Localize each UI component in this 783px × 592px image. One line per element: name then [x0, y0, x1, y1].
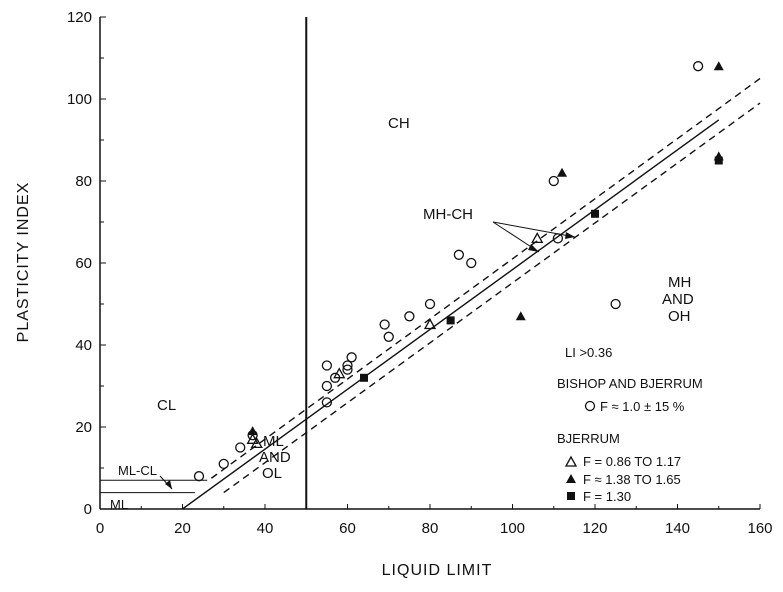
x-tick-label: 140 — [665, 520, 690, 537]
li-annotation: LI >0.36 — [565, 345, 612, 360]
data-point-circle — [692, 61, 704, 72]
data-point-circle — [453, 249, 465, 260]
a-line-upper-dashed — [210, 77, 761, 479]
mh-ch-arrow-upper — [492, 221, 576, 238]
data-point-triangle-filled — [713, 61, 724, 71]
data-point-circle — [235, 442, 246, 453]
mh-ch-arrowhead-lower — [528, 244, 539, 252]
data-point-triangle-open — [531, 232, 544, 244]
region-label-ml: ML — [263, 433, 284, 450]
data-point-triangle-open — [246, 432, 259, 444]
bishop-annotation: BISHOP AND BJERRUM — [557, 376, 703, 391]
x-tick-label: 20 — [174, 520, 191, 537]
data-point-circle — [342, 360, 353, 371]
data-point-square-filled — [591, 209, 599, 218]
legend-entry-bishop: F ≈ 1.0 ± 15 % — [600, 399, 685, 414]
data-point-circle — [321, 397, 333, 408]
data-point-square-filled — [714, 156, 723, 165]
region-label-ml-small: ML — [110, 497, 128, 512]
y-tick-label: 60 — [75, 255, 92, 272]
data-point-triangle-filled — [515, 311, 526, 321]
legend-entry-bjerrum-2: F ≈ 1.38 TO 1.65 — [583, 472, 681, 487]
data-point-triangle-open — [423, 318, 437, 330]
legend-marker-triangle-open — [564, 455, 578, 467]
data-point-triangle-filled — [557, 167, 567, 177]
y-tick-label: 80 — [75, 173, 92, 190]
region-label-mh-ch: MH-CH — [423, 206, 473, 223]
region-label-ch: CH — [388, 115, 410, 132]
data-point-circle — [346, 352, 357, 363]
region-label-oh: OH — [668, 308, 691, 325]
region-label-mh: MH — [668, 274, 691, 291]
a-line-lower-dashed — [223, 102, 761, 494]
region-label-ml-cl: ML-CL — [118, 463, 157, 478]
region-label-mh-and: AND — [662, 291, 694, 308]
legend-entry-bjerrum-3: F = 1.30 — [583, 489, 631, 504]
x-tick-label: 80 — [422, 520, 439, 537]
y-tick-label: 0 — [84, 501, 92, 518]
x-tick-label: 60 — [339, 520, 356, 537]
data-point-triangle-open — [333, 367, 346, 379]
data-point-circle — [404, 311, 415, 322]
legend-marker-square-filled — [567, 492, 575, 500]
data-point-circle — [610, 298, 621, 310]
data-point-circle — [218, 458, 229, 470]
data-point-circle — [321, 380, 333, 392]
data-point-square-filled — [446, 316, 455, 325]
data-point-circle — [379, 319, 390, 330]
data-point-triangle-open — [250, 437, 263, 449]
bjerrum-annotation: BJERRUM — [557, 431, 620, 446]
y-tick-label: 40 — [75, 337, 92, 354]
y-tick-label: 120 — [67, 9, 92, 26]
data-point-circle — [342, 364, 353, 375]
data-point-circle — [321, 360, 333, 371]
region-label-cl: CL — [157, 397, 176, 414]
legend-entry-bjerrum-1: F = 0.86 TO 1.17 — [583, 454, 681, 469]
chart-lines — [100, 17, 761, 510]
ml-cl-arrowhead — [165, 480, 172, 489]
y-tick-label: 20 — [75, 419, 92, 436]
data-point-triangle-filled — [247, 426, 258, 436]
x-tick-label: 100 — [500, 520, 525, 537]
x-tick-label: 160 — [747, 520, 772, 537]
x-tick-label: 0 — [96, 520, 104, 537]
y-axis-title: PLASTICITY INDEX — [15, 182, 32, 343]
data-point-circle — [466, 257, 477, 269]
region-label-ml-and: AND — [259, 449, 291, 466]
data-point-circle — [548, 175, 559, 187]
region-label-ol: OL — [262, 465, 282, 482]
chart-points — [193, 61, 724, 482]
legend-marker-circle — [584, 400, 596, 412]
data-point-circle — [383, 331, 394, 342]
x-axis-title: LIQUID LIMIT — [382, 562, 493, 579]
a-line — [182, 119, 720, 510]
y-tick-label: 100 — [67, 91, 92, 108]
data-point-circle — [193, 471, 205, 482]
mh-ch-arrowhead-upper — [565, 232, 575, 239]
x-tick-label: 40 — [257, 520, 274, 537]
legend-marker-triangle-filled — [566, 474, 576, 483]
axes-frame: 0 20 40 60 80 100 120 140 160 0 20 40 60 80 100 120 — [67, 9, 773, 537]
data-point-circle — [424, 298, 436, 310]
x-tick-label: 120 — [582, 520, 607, 537]
data-point-square-filled — [360, 373, 368, 382]
